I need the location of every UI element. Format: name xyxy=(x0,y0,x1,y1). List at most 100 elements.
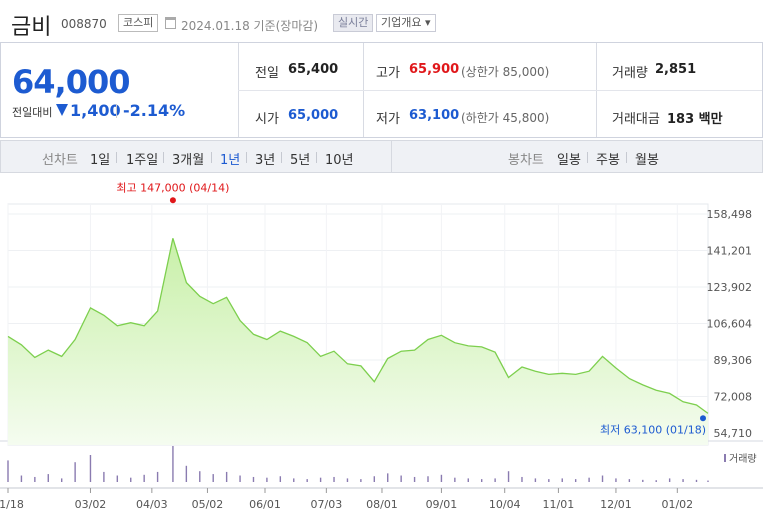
change-percent: -2.14% xyxy=(123,101,186,120)
tab-10y[interactable]: 10년 xyxy=(325,153,354,168)
volume-bar xyxy=(615,478,617,482)
current-price: 64,000 xyxy=(12,63,130,101)
volume-bar xyxy=(561,478,563,482)
y-tick-label: 89,306 xyxy=(714,354,753,367)
y-tick-label: 54,710 xyxy=(714,427,753,440)
volume-bar xyxy=(20,475,23,482)
corp-info-dropdown[interactable]: 기업개요 ▾ xyxy=(376,14,436,32)
y-tick-label: 141,201 xyxy=(707,244,753,257)
volume-bar xyxy=(400,475,402,482)
tab-3y[interactable]: 3년 xyxy=(255,153,276,168)
volume-bar xyxy=(548,479,550,482)
tab-3m[interactable]: 3개월 xyxy=(172,153,205,168)
tab-1w[interactable]: 1주일 xyxy=(126,153,159,168)
volume-bar xyxy=(74,462,76,482)
stock-header: 금비 008870 코스피 2024.01.18 기준(장마감) 실시간 기업개… xyxy=(0,0,763,42)
realtime-button[interactable]: 실시간 xyxy=(333,14,374,32)
x-tick-label: 11/01 xyxy=(543,498,575,511)
price-area xyxy=(8,238,708,445)
stock-code: 008870 xyxy=(61,17,107,31)
market-badge: 코스피 xyxy=(118,14,159,32)
tab-1d[interactable]: 1일 xyxy=(90,153,111,168)
divider xyxy=(163,152,164,163)
volume-bar xyxy=(7,460,9,482)
change-value: 1,400 xyxy=(70,101,121,120)
calendar-icon xyxy=(165,17,176,29)
min-marker xyxy=(700,415,706,422)
upper-limit: (상한가 85,000) xyxy=(461,65,550,79)
divider xyxy=(316,152,317,163)
amount-label: 거래대금 xyxy=(612,112,660,127)
volume-bar xyxy=(293,478,295,482)
low-label: 저가 xyxy=(376,112,400,127)
x-tick-label: 01/18 xyxy=(0,498,24,511)
tab-5y[interactable]: 5년 xyxy=(290,153,311,168)
volume-bar xyxy=(427,476,429,482)
volume-bar xyxy=(707,480,709,482)
volume-bar xyxy=(185,465,188,482)
open-label: 시가 xyxy=(255,112,279,127)
volume-bar xyxy=(143,474,145,482)
tab-1y[interactable]: 1년 xyxy=(220,153,241,168)
tab-daily[interactable]: 일봉 xyxy=(557,153,581,168)
volume-bar xyxy=(494,478,496,482)
volume-bar xyxy=(413,476,416,482)
line-chart-label: 선차트 xyxy=(42,153,78,168)
down-triangle-icon xyxy=(56,104,68,116)
y-tick-label: 106,604 xyxy=(707,318,753,331)
prev-close-value: 65,400 xyxy=(288,62,339,77)
prev-close-label: 전일 xyxy=(255,66,279,81)
volume-value: 2,851 xyxy=(655,62,697,77)
volume-bar xyxy=(319,477,322,482)
divider xyxy=(246,152,247,163)
x-tick-label: 05/02 xyxy=(192,498,224,511)
volume-bar xyxy=(333,476,335,482)
volume-bar xyxy=(360,479,362,482)
open-value: 65,000 xyxy=(288,108,339,123)
stock-name: 금비 xyxy=(11,15,52,40)
volume-legend-swatch xyxy=(724,454,726,462)
base-date: 2024.01.18 기준(장마감) xyxy=(181,19,319,33)
low-value: 63,100 xyxy=(409,108,460,123)
y-tick-label: 72,008 xyxy=(714,391,753,404)
volume-bar xyxy=(346,478,349,482)
volume-bar xyxy=(116,475,119,482)
high-label: 고가 xyxy=(376,66,400,81)
volume-bar xyxy=(239,475,241,482)
lower-limit: (하한가 45,800) xyxy=(461,111,550,125)
volume-bar xyxy=(60,478,63,482)
volume-bar xyxy=(454,477,456,482)
volume-bar xyxy=(695,479,698,482)
y-tick-label: 123,902 xyxy=(707,281,753,294)
volume-label: 거래량 xyxy=(612,66,648,81)
volume-bar xyxy=(279,476,282,482)
tab-monthly[interactable]: 월봉 xyxy=(635,153,659,168)
candle-chart-label: 봉차트 xyxy=(508,153,544,168)
x-tick-label: 06/01 xyxy=(249,498,281,511)
volume-bar xyxy=(467,478,469,482)
volume-bar xyxy=(655,480,657,482)
y-tick-label: 158,498 xyxy=(707,208,753,221)
x-tick-label: 10/04 xyxy=(489,498,521,511)
x-tick-label: 03/02 xyxy=(75,498,107,511)
tab-weekly[interactable]: 주봉 xyxy=(596,153,620,168)
x-tick-label: 07/03 xyxy=(311,498,343,511)
divider xyxy=(391,141,392,172)
x-tick-label: 01/02 xyxy=(661,498,693,511)
chart-tabs xyxy=(0,140,763,173)
divider xyxy=(116,104,117,118)
x-tick-label: 09/01 xyxy=(426,498,458,511)
volume-bar xyxy=(682,479,684,482)
volume-bar xyxy=(252,476,255,482)
volume-bar xyxy=(642,479,644,482)
volume-bar xyxy=(225,471,228,482)
divider xyxy=(238,90,762,91)
volume-bar xyxy=(588,477,590,482)
volume-bar xyxy=(480,479,483,482)
volume-bar xyxy=(103,471,105,482)
amount-value: 183 백만 xyxy=(667,112,723,127)
volume-bar xyxy=(172,446,174,482)
volume-bar xyxy=(387,473,389,482)
volume-bar xyxy=(601,475,604,482)
